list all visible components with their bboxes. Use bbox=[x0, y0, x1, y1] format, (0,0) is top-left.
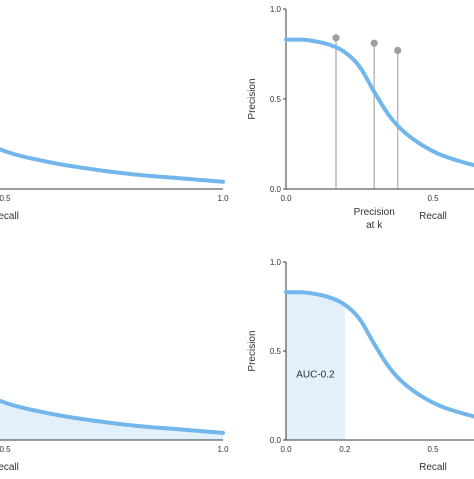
y-tick-label: 0.5 bbox=[270, 95, 282, 104]
y-tick-label: 0.0 bbox=[270, 185, 282, 194]
chart-panel-top-left: 0.5 1.0 Recall bbox=[0, 147, 229, 222]
pr-curve-line bbox=[284, 290, 474, 419]
x-tick-label: 1.0 bbox=[217, 445, 229, 454]
pr-curve-line bbox=[0, 147, 225, 184]
y-tick-label: 1.0 bbox=[270, 258, 282, 267]
x-tick-label: 1.0 bbox=[217, 194, 229, 203]
y-tick-label: 0.0 bbox=[270, 436, 282, 445]
x-tick-label: 0.5 bbox=[0, 445, 11, 454]
y-axis-label: Precision bbox=[247, 330, 258, 371]
auc-label: AUC-0.2 bbox=[296, 370, 335, 381]
chart-panel-bottom-left: 0.5 1.0 Recall bbox=[0, 398, 229, 473]
y-axis-label: Precision bbox=[247, 78, 258, 119]
x-axis-label: Recall bbox=[0, 211, 19, 222]
y-tick-label: 0.5 bbox=[270, 347, 282, 356]
x-tick-label: 0.0 bbox=[280, 445, 292, 454]
x-tick-label: 0.0 bbox=[280, 194, 292, 203]
x-tick-label: 0.5 bbox=[427, 194, 439, 203]
y-tick-label: 1.0 bbox=[270, 5, 282, 14]
x-axis-label: Recall bbox=[419, 462, 447, 473]
precision-at-k-point bbox=[370, 39, 378, 47]
pr-curve-line bbox=[0, 398, 225, 435]
auc-shaded-area bbox=[286, 292, 345, 440]
x-tick-label: 0.2 bbox=[339, 445, 351, 454]
precision-at-k-label: Precision bbox=[354, 207, 395, 218]
x-axis-label: Recall bbox=[0, 462, 19, 473]
precision-at-k-point bbox=[394, 46, 402, 55]
pr-curve-line bbox=[284, 37, 474, 168]
x-tick-label: 0.5 bbox=[427, 445, 439, 454]
chart-panel-top-right: 0.0 0.5 0.0 0.5 1.0 Recall Precision Precision a… bbox=[247, 5, 474, 231]
chart-panel-bottom-right: 0.0 0.2 0.5 0.0 0.5 1.0 Recall Precision AUC-0.2 bbox=[247, 258, 474, 473]
precision-at-k-point bbox=[332, 34, 340, 42]
x-tick-label: 0.5 bbox=[0, 194, 11, 203]
auc-shaded-area bbox=[0, 400, 223, 440]
precision-at-k-label: at k bbox=[366, 220, 383, 231]
x-axis-label: Recall bbox=[419, 211, 447, 222]
